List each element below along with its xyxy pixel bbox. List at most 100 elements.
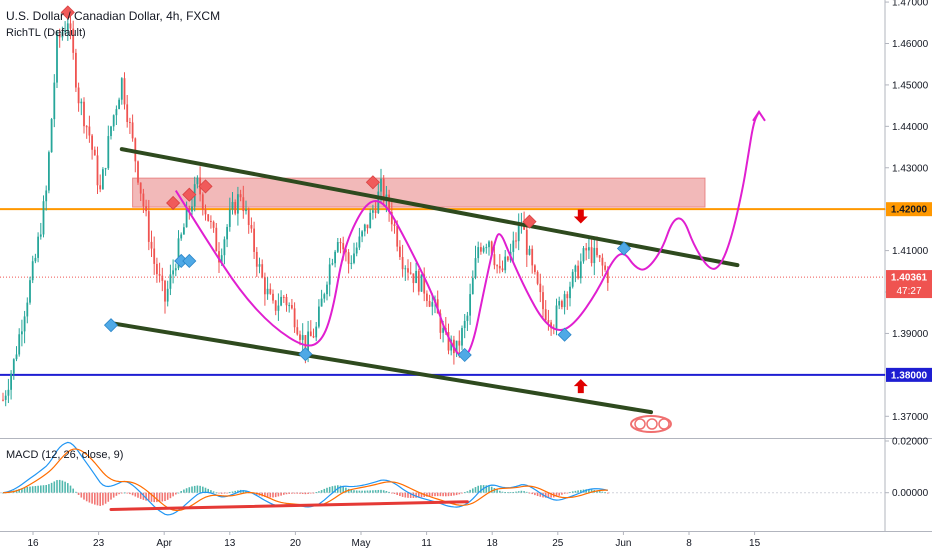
candle-body: [577, 265, 579, 279]
macd-histogram-bar: [80, 492, 83, 498]
macd-histogram-bar: [463, 492, 466, 494]
candle-body: [331, 263, 334, 265]
macd-histogram-bar: [177, 492, 180, 494]
signal-marker-blue: [103, 318, 119, 333]
watermark-dot: [634, 418, 646, 430]
macd-histogram-bar: [472, 488, 474, 493]
macd-histogram-bar: [53, 481, 56, 493]
candle-body: [504, 256, 507, 271]
macd-histogram-bar: [507, 492, 509, 494]
macd-histogram-bar: [272, 492, 274, 498]
macd-histogram-bar: [504, 492, 506, 493]
candle-body: [366, 224, 369, 229]
macd-histogram-bar: [310, 492, 312, 494]
macd-histogram-bar: [528, 492, 531, 494]
candle-body: [301, 335, 304, 340]
macd-histogram-bar: [172, 492, 174, 497]
candle-body: [21, 331, 23, 335]
macd-histogram-bar: [210, 490, 212, 493]
macd-histogram-bar: [283, 492, 285, 495]
candle-body: [161, 275, 164, 281]
macd-histogram-bar: [266, 492, 269, 498]
candle-body: [129, 122, 131, 124]
macd-histogram-bar: [323, 488, 326, 493]
signal-marker-blue: [557, 327, 572, 342]
macd-histogram-bar: [431, 492, 434, 497]
macd-histogram-bar: [580, 489, 582, 493]
time-tick-label: 13: [224, 538, 236, 549]
candle-body: [388, 194, 390, 212]
macd-histogram-bar: [26, 487, 29, 493]
time-tick-label: 23: [93, 538, 105, 549]
candle-body: [2, 399, 4, 401]
macd-histogram-bar: [539, 492, 542, 497]
macd-histogram-bar: [512, 491, 515, 493]
candle-body: [588, 247, 590, 251]
macd-histogram-bar: [453, 492, 455, 496]
candle-body: [477, 247, 480, 259]
candle-body: [320, 298, 323, 307]
watermark-dot: [646, 418, 658, 430]
candle-body: [490, 241, 493, 255]
price-tick-label: 1.47000: [892, 0, 929, 9]
macd-histogram-bar: [69, 485, 72, 493]
macd-histogram-bar: [129, 492, 131, 495]
macd-histogram-bar: [234, 490, 236, 493]
candle-body: [223, 239, 226, 256]
candle-body: [69, 23, 72, 29]
candle-body: [350, 262, 353, 264]
candle-body: [53, 82, 56, 120]
time-tick-label: Jun: [615, 538, 631, 549]
macd-divergence-line: [109, 500, 469, 511]
macd-histogram-bar: [61, 480, 64, 493]
macd-histogram-bar: [509, 492, 512, 494]
macd-histogram-bar: [218, 492, 220, 494]
candle-body: [172, 270, 174, 275]
macd-histogram-bar: [204, 487, 207, 493]
candle-body: [517, 224, 520, 242]
candle-body: [164, 280, 166, 302]
candle-body: [93, 149, 96, 156]
candle-body: [426, 293, 428, 301]
candle-body: [115, 109, 118, 116]
candle-body: [547, 320, 550, 323]
macd-histogram-bar: [156, 492, 158, 503]
candle-body: [261, 264, 264, 278]
candle-body: [83, 101, 85, 127]
candle-body: [39, 234, 42, 237]
candle-body: [207, 214, 210, 221]
candle-body: [31, 261, 34, 281]
candle-body: [91, 135, 93, 150]
candle-body: [269, 288, 272, 294]
candle-body: [328, 264, 331, 285]
signal-marker-red: [365, 175, 380, 190]
candle-body: [515, 240, 517, 242]
candle-body: [218, 251, 220, 263]
macd-histogram-bar: [326, 487, 328, 493]
candle-body: [50, 119, 53, 153]
macd-histogram-bar: [88, 492, 91, 503]
macd-histogram-bar: [301, 492, 304, 494]
macd-histogram-bar: [328, 486, 331, 493]
candle-body: [596, 247, 598, 256]
signal-marker-blue: [182, 253, 197, 269]
candle-body: [539, 283, 542, 293]
macd-histogram-bar: [607, 492, 609, 494]
candle-body: [528, 248, 531, 255]
supply-zone: [132, 177, 706, 208]
candle-body: [544, 309, 547, 321]
candle-body: [272, 293, 274, 301]
candle-body: [353, 253, 355, 263]
candle-body: [77, 87, 80, 104]
candle-body: [61, 32, 64, 38]
candle-body: [215, 227, 218, 252]
macd-histogram-bar: [426, 492, 428, 497]
macd-histogram-bar: [226, 492, 228, 494]
macd-histogram-bar: [131, 492, 134, 496]
candle-body: [99, 185, 102, 190]
macd-histogram-bar: [499, 490, 501, 493]
candle-body: [280, 296, 282, 306]
macd-histogram-bar: [388, 491, 390, 493]
macd-histogram-bar: [223, 492, 226, 494]
